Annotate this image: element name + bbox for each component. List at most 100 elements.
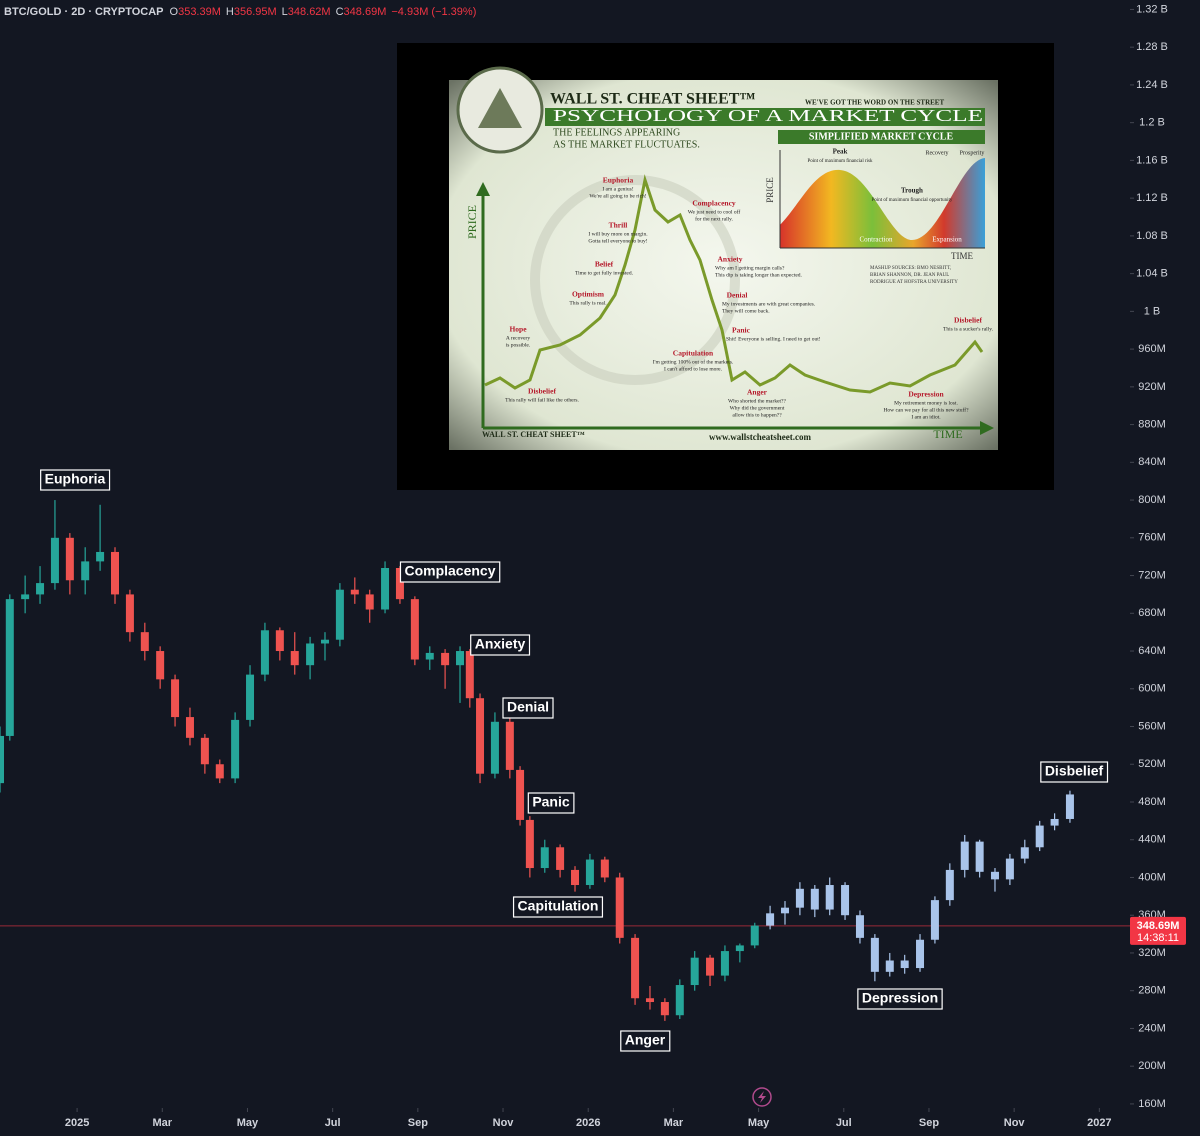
annotation-box xyxy=(512,896,604,918)
candle-body xyxy=(810,888,819,910)
annotation: Anger xyxy=(625,1032,666,1048)
stage-name: Depression xyxy=(908,390,944,399)
logo-pyramid xyxy=(478,88,522,128)
y-tick-label: 640M xyxy=(1138,645,1166,657)
plot-area: 1.32 B 1.28 B 1.24 B 1.2 B 1.16 B 1.12 B 1.08 … xyxy=(0,3,1186,1129)
annotation: Capitulation xyxy=(518,898,599,914)
candle-body xyxy=(735,945,744,952)
stage-quote: My retirement money is lost. xyxy=(894,400,958,406)
y-tick-label: 880M xyxy=(1138,418,1166,430)
event-icon-bolt xyxy=(758,1091,766,1103)
candle-body xyxy=(505,721,514,770)
candle-body xyxy=(1035,825,1044,848)
candle-body xyxy=(1065,794,1074,819)
candle-body xyxy=(631,937,640,999)
x-tick-label: Jul xyxy=(325,1117,341,1129)
candle-body xyxy=(795,888,804,908)
inset-sources: RODRIGUE AT HOFSTRA UNIVERSITY xyxy=(870,280,958,285)
inset-peak: Peak xyxy=(833,148,848,156)
inset-note: Point of maximum financial risk xyxy=(808,159,873,164)
y-tick-label: 1.28 B xyxy=(1136,41,1168,53)
candle-body xyxy=(365,594,374,610)
candle-body xyxy=(21,594,30,600)
arrow-head xyxy=(980,421,994,435)
y-tick-label: 720M xyxy=(1138,569,1166,581)
candle-body xyxy=(275,630,284,652)
candle-body xyxy=(945,869,954,901)
stage-name: Belief xyxy=(595,260,614,269)
candle-body xyxy=(571,869,580,886)
y-tick-label: 160M xyxy=(1138,1098,1166,1110)
candle-body xyxy=(490,721,499,774)
y-tick-label: 280M xyxy=(1138,985,1166,997)
candle-body xyxy=(425,652,434,660)
stage-quote: Why am I getting margin calls? xyxy=(715,265,785,271)
stage-name: Denial xyxy=(727,291,748,300)
candle-body xyxy=(516,769,525,820)
candle-body xyxy=(1020,847,1029,859)
x-tick-label: Sep xyxy=(408,1117,428,1129)
ohlc-label: C xyxy=(336,6,344,18)
y-tick-label: 840M xyxy=(1138,456,1166,468)
x-tick-label: Mar xyxy=(664,1117,684,1129)
x-tick-label: Sep xyxy=(919,1117,939,1129)
candle-body xyxy=(841,885,850,916)
y-tick-label: 400M xyxy=(1138,871,1166,883)
candle-body xyxy=(111,551,120,595)
x-tick-label: 2026 xyxy=(576,1117,600,1129)
stage-quote: This rally is real. xyxy=(569,300,607,306)
annotation-box xyxy=(470,634,531,656)
candle-body xyxy=(600,859,609,878)
watermark xyxy=(530,175,740,385)
stage-quote: I am an idiot. xyxy=(911,414,941,420)
candle-body xyxy=(476,698,485,774)
inset-contraction: Contraction xyxy=(859,236,893,244)
stage-quote: allow this to happen?? xyxy=(732,412,782,418)
annotation-box xyxy=(527,792,575,814)
x-tick-label: May xyxy=(748,1117,770,1129)
candle-body xyxy=(885,960,894,972)
inset-time-small: TIME xyxy=(951,251,973,261)
y-tick-label: 600M xyxy=(1138,683,1166,695)
candle-body xyxy=(766,913,775,926)
header: BTC/GOLD · 2D · CRYPTOCAP O353.39M H356.95… xyxy=(4,6,476,18)
y-tick-label: 240M xyxy=(1138,1022,1166,1034)
inset-brand: WALL ST. CHEAT SHEET™ xyxy=(550,91,755,108)
event-icon[interactable] xyxy=(752,1087,772,1107)
inset-price: PRICE xyxy=(465,205,479,239)
candle-body xyxy=(260,630,269,675)
x-tick-label: Jul xyxy=(836,1117,852,1129)
candle-body xyxy=(215,764,224,779)
title-band xyxy=(545,108,985,126)
annotation: Depression xyxy=(862,990,938,1006)
stage-name: Disbelief xyxy=(954,316,982,325)
x-tick-label: Mar xyxy=(152,1117,172,1129)
annotation-box xyxy=(857,988,943,1010)
candle-body xyxy=(960,841,969,870)
stage-name: Panic xyxy=(732,326,751,335)
ohlc-label: H xyxy=(226,6,234,18)
stage-quote: We just need to cool off xyxy=(688,208,741,215)
y-tick-label: 520M xyxy=(1138,758,1166,770)
stage-quote: Shit! Everyone is selling. I need to get… xyxy=(726,336,821,342)
simplified-curve xyxy=(780,158,985,248)
inset-sources: BRIAN SHANNON, DR. JEAN PAUL xyxy=(870,273,949,278)
stage-quote: Time to get fully invested. xyxy=(575,269,634,276)
stage-name: Euphoria xyxy=(603,176,634,185)
inset-expansion: Expansion xyxy=(932,236,962,244)
stage-quote: I can't afford to lose more. xyxy=(664,365,723,372)
y-tick-label: 200M xyxy=(1138,1060,1166,1072)
y-tick-label: 680M xyxy=(1138,607,1166,619)
candle-body xyxy=(780,907,789,914)
candle-body xyxy=(855,915,864,938)
stage-name: Capitulation xyxy=(673,349,714,358)
candle-body xyxy=(900,960,909,969)
inset-title: PSYCHOLOGY OF A MARKET CYCLE xyxy=(553,106,983,125)
annotation-box xyxy=(502,697,554,719)
y-tick-label: 800M xyxy=(1138,494,1166,506)
stage-quote: Who shorted the market?? xyxy=(728,398,786,404)
candle-body xyxy=(156,651,165,680)
inset-subtitle: AS THE MARKET FLUCTUATES. xyxy=(553,139,700,150)
candle-body xyxy=(645,998,654,1003)
annotation: Complacency xyxy=(404,563,495,579)
